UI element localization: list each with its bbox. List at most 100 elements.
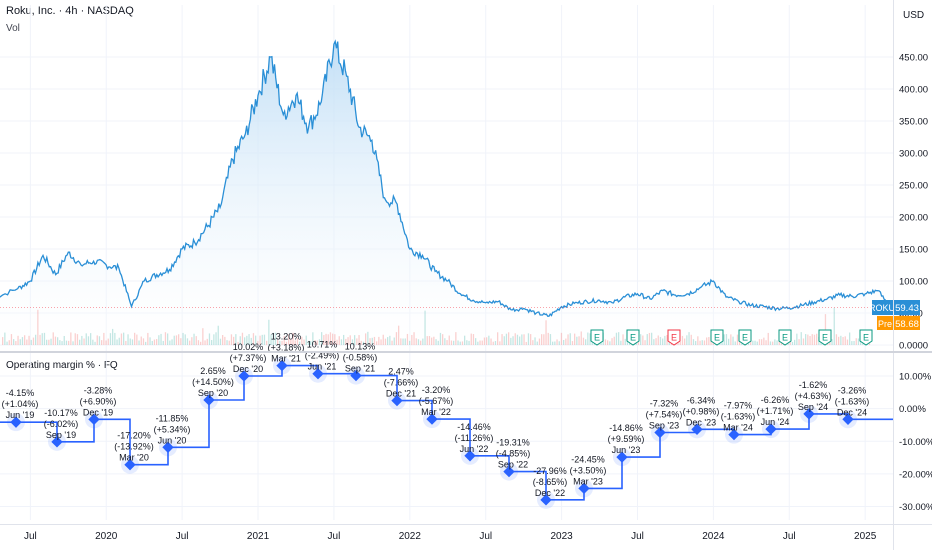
earnings-marker[interactable]: E	[710, 329, 724, 346]
margin-value-label: -19.31%	[496, 438, 530, 448]
margin-point[interactable]: -7.32%(+7.54%)Sep '23	[646, 399, 683, 442]
margin-change-label: (-6.02%)	[44, 419, 79, 429]
margin-value-label: 2.65%	[200, 366, 226, 376]
time-tick-label: Jul	[783, 531, 796, 542]
earnings-marker-label: E	[742, 333, 748, 343]
margin-change-label: (-11.26%)	[455, 433, 494, 443]
margin-point-marker	[728, 428, 740, 441]
margin-point-marker	[503, 465, 515, 478]
symbol-title[interactable]: Roku, Inc. · 4h · NASDAQ	[6, 5, 134, 17]
margin-point[interactable]: -14.46%(-11.26%)Jun '22	[455, 422, 494, 465]
margin-value-label: 2.47%	[388, 367, 414, 377]
margin-point[interactable]: 2.65%(+14.50%)Sep '20	[192, 366, 234, 410]
margin-point[interactable]: -3.20%(-5.67%)Mar '22	[419, 385, 454, 429]
margin-value-label: -10.17%	[44, 408, 78, 418]
margin-point[interactable]: -1.62%(+4.63%)Sep '24	[795, 380, 832, 423]
earnings-marker-label: E	[714, 333, 720, 343]
price-badges: ROKU 59.43 Pre 58.68	[869, 300, 920, 330]
margin-value-label: -6.26%	[761, 395, 790, 405]
margin-point-marker	[51, 436, 63, 448]
margin-point-marker	[391, 394, 403, 407]
time-tick-label: Jul	[328, 531, 341, 542]
margin-point[interactable]: -4.15%(+1.04%)Jun '19	[2, 388, 39, 432]
margin-point[interactable]: 2.47%(-7.66%)Dec '21	[384, 367, 419, 410]
margin-value-label: -14.46%	[457, 422, 491, 432]
margin-point-marker	[464, 450, 476, 462]
margin-point[interactable]: -6.34%(+0.98%)Dec '23	[683, 395, 720, 439]
margin-point[interactable]: -11.85%(+5.34%)Jun '20	[154, 413, 191, 457]
margin-quarter-label: Dec '23	[686, 417, 716, 427]
pane-divider[interactable]	[0, 351, 932, 353]
margin-change-label: (-5.67%)	[419, 396, 454, 406]
price-tick-label: 350.00	[899, 117, 928, 128]
earnings-marker-shape	[667, 329, 681, 346]
margin-point[interactable]: -10.17%(-6.02%)Sep '19	[44, 408, 79, 451]
time-tick-label: 2020	[95, 531, 118, 542]
margin-point[interactable]: -19.31%(-4.85%)Sep '22	[496, 438, 531, 481]
margin-point[interactable]: 10.02%(+7.37%)Dec '20	[230, 342, 267, 385]
earnings-marker-label: E	[594, 333, 600, 343]
margin-quarter-label: Sep '22	[498, 460, 528, 470]
margin-point[interactable]: 10.71%(-2.49%)Jun '21	[305, 340, 340, 383]
margin-value-label: -17.20%	[117, 431, 151, 441]
margin-quarter-label: Sep '23	[649, 421, 679, 431]
margin-change-label: (+1.04%)	[2, 399, 39, 409]
margin-point[interactable]: 13.20%(+3.18%)Mar '21	[268, 332, 305, 375]
time-tick-label: Jul	[479, 531, 492, 542]
margin-point[interactable]: -3.26%(-1.63%)Dec '24	[835, 385, 870, 429]
margin-point[interactable]: -7.97%(-1.63%)Mar '24	[721, 401, 756, 444]
margin-quarter-label: Mar '20	[119, 453, 149, 463]
operating-margin-series[interactable]: -4.15%(+1.04%)Jun '19 -10.17%(-6.02%)Sep …	[0, 332, 893, 509]
price-line	[0, 39, 891, 317]
earnings-marker-shape	[778, 329, 792, 346]
time-axis[interactable]: Jul 2020 Jul 2021 Jul 2022 Jul 2023 Jul 2024 Jul 20…	[24, 531, 877, 542]
price-tick-label: 250.00	[899, 181, 928, 192]
margin-value-label: -3.28%	[84, 385, 113, 395]
price-tick-label: 0.0000	[899, 341, 928, 352]
price-area-fill	[0, 41, 891, 345]
margin-quarter-label: Dec '24	[837, 407, 867, 417]
margin-change-label: (-8.65%)	[533, 477, 568, 487]
margin-change-label: (+5.34%)	[154, 424, 191, 434]
margin-point[interactable]: -3.28%(+6.90%)Dec '19	[80, 385, 117, 429]
earnings-marker[interactable]: E	[738, 329, 752, 346]
margin-point-marker	[350, 369, 362, 382]
earnings-marker[interactable]: E	[626, 329, 640, 346]
price-tick-label: 450.00	[899, 53, 928, 64]
time-tick-label: 2023	[550, 531, 573, 542]
margin-point[interactable]: -24.45%(+3.50%)Mar '23	[570, 454, 607, 498]
margin-point[interactable]: 10.13%(-0.58%)Sep '21	[343, 342, 378, 385]
margin-axis[interactable]: 10.00% 0.00% -10.00% -20.00% -30.00%	[899, 372, 932, 513]
currency-label[interactable]: USD	[903, 10, 925, 21]
margin-point[interactable]: -6.26%(+1.71%)Jun '24	[757, 395, 794, 439]
margin-point[interactable]: -17.20%(-13.92%)Mar '20	[114, 431, 154, 474]
margin-change-label: (+6.90%)	[80, 396, 117, 406]
margin-change-label: (+14.50%)	[192, 377, 234, 387]
margin-quarter-label: Jun '19	[6, 410, 35, 420]
margin-quarter-label: Mar '24	[723, 423, 753, 433]
indicator-title[interactable]: Operating margin % · FQ	[6, 360, 118, 371]
price-tick-label: 150.00	[899, 245, 928, 256]
margin-quarter-label: Jun '23	[612, 445, 641, 455]
earnings-marker[interactable]: E	[778, 329, 792, 346]
earnings-marker[interactable]: E	[667, 329, 681, 346]
margin-point[interactable]: -14.86%(+9.59%)Jun '23	[608, 423, 645, 467]
earnings-marker[interactable]: E	[859, 329, 873, 346]
earnings-marker[interactable]: E	[590, 329, 604, 346]
margin-tick-label: -20.00%	[899, 469, 932, 480]
margin-point[interactable]: -27.96%(-8.65%)Dec '22	[533, 466, 568, 509]
earnings-marker-shape	[738, 329, 752, 346]
earnings-marker[interactable]: E	[818, 329, 832, 346]
margin-change-label: (-1.63%)	[835, 396, 870, 406]
earnings-marker-shape	[626, 329, 640, 346]
margin-change-label: (+3.18%)	[268, 343, 305, 353]
volume-label[interactable]: Vol	[6, 23, 20, 34]
last-price-badge-bg	[894, 300, 920, 315]
margin-change-label: (+4.63%)	[795, 391, 832, 401]
time-tick-label: 2024	[702, 531, 725, 542]
margin-quarter-label: Jun '20	[158, 435, 187, 445]
margin-value-label: 10.71%	[307, 340, 338, 350]
